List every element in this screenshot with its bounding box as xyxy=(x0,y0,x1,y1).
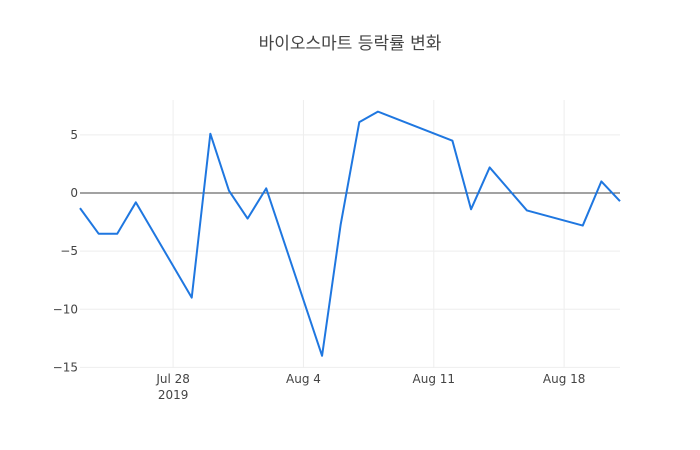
grid xyxy=(80,100,620,368)
x-tick-label: Aug 18 xyxy=(543,372,586,386)
series-group xyxy=(79,110,621,357)
y-tick-label: −10 xyxy=(53,302,78,316)
series-line xyxy=(79,110,621,357)
y-axis-ticks: 5 0 −5 −10 −15 xyxy=(53,128,78,375)
x-tick-year-label: 2019 xyxy=(158,388,189,402)
x-tick-label: Aug 4 xyxy=(286,372,321,386)
y-tick-label: −15 xyxy=(53,360,78,374)
y-tick-label: 5 xyxy=(70,128,78,142)
x-tick-label: Jul 28 xyxy=(155,372,190,386)
x-tick-label: Aug 11 xyxy=(413,372,456,386)
y-tick-label: −5 xyxy=(60,244,78,258)
x-axis-ticks: Jul 28 2019 Aug 4 Aug 11 Aug 18 xyxy=(155,372,585,402)
chart-title: 바이오스마트 등락률 변화 xyxy=(259,34,442,54)
y-tick-label: 0 xyxy=(70,186,78,200)
